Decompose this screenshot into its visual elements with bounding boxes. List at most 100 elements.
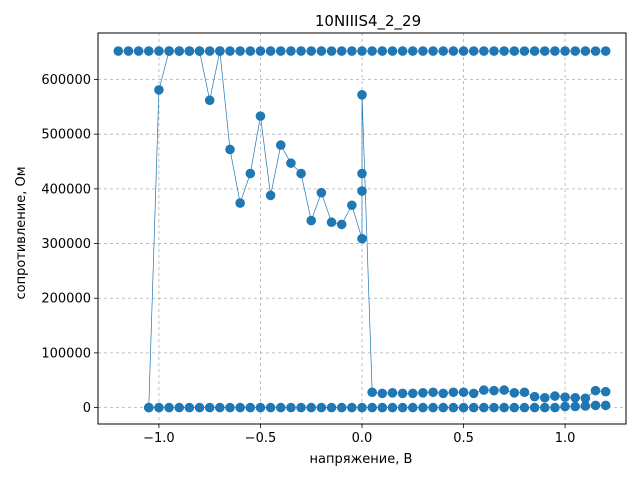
data-point — [560, 401, 570, 412]
data-point — [154, 402, 164, 413]
data-point — [600, 400, 611, 411]
data-point — [489, 385, 499, 396]
data-point — [387, 402, 398, 413]
data-point — [387, 46, 398, 56]
data-point — [286, 158, 296, 168]
data-point — [529, 402, 540, 413]
data-point — [275, 402, 286, 413]
y-tick-label: 500000 — [41, 128, 91, 143]
data-point — [265, 190, 276, 201]
x-tick-label: 0.5 — [453, 431, 474, 446]
data-point — [479, 385, 489, 395]
chart-title: 10NIIIS4_2_29 — [315, 12, 421, 31]
data-point — [468, 46, 479, 56]
data-point — [550, 46, 560, 56]
data-point — [448, 46, 459, 56]
data-point — [225, 144, 235, 155]
data-point — [204, 95, 215, 106]
data-point — [235, 402, 245, 413]
data-point — [316, 46, 327, 56]
data-point — [590, 400, 601, 411]
data-point — [407, 402, 418, 413]
data-point — [519, 402, 530, 413]
data-point — [529, 391, 540, 402]
data-point — [407, 388, 418, 399]
data-point — [580, 46, 591, 56]
data-series — [113, 46, 611, 413]
data-point — [225, 46, 235, 56]
data-point — [458, 402, 469, 413]
data-point — [255, 111, 266, 121]
data-point — [418, 388, 428, 398]
data-point — [509, 46, 520, 56]
data-point — [367, 387, 377, 398]
data-point — [377, 388, 388, 399]
data-point — [316, 187, 327, 198]
data-point — [438, 46, 449, 56]
data-point — [600, 386, 611, 397]
data-point — [418, 46, 428, 56]
data-point — [377, 46, 388, 56]
x-tick-label: −1.0 — [143, 431, 175, 446]
data-point — [428, 46, 438, 56]
data-point — [275, 140, 286, 150]
y-tick-label: 400000 — [41, 182, 91, 197]
data-point — [539, 46, 550, 56]
data-point — [529, 46, 540, 56]
data-point — [265, 46, 276, 56]
data-point — [458, 387, 469, 398]
data-point — [499, 385, 509, 395]
data-point — [154, 85, 164, 95]
data-point — [377, 402, 388, 413]
data-point — [347, 46, 357, 56]
data-point — [164, 46, 174, 56]
data-point — [336, 46, 347, 56]
data-point — [397, 388, 408, 399]
data-point — [174, 402, 185, 413]
data-point — [580, 393, 591, 404]
data-point — [184, 46, 195, 56]
data-point — [438, 388, 449, 399]
data-point — [489, 46, 499, 56]
data-point — [215, 402, 225, 413]
data-point — [336, 402, 347, 413]
data-point — [235, 46, 245, 56]
data-point — [326, 402, 337, 413]
data-point — [550, 391, 560, 401]
y-tick-label: 100000 — [41, 346, 91, 361]
x-tick-label: 1.0 — [555, 431, 576, 446]
data-point — [570, 401, 581, 412]
y-tick-label: 0 — [83, 401, 91, 416]
data-point — [275, 46, 286, 56]
data-point — [499, 402, 509, 413]
data-point — [204, 402, 215, 413]
data-point — [143, 402, 154, 413]
data-point — [560, 46, 570, 56]
axis-ticks: −1.0 −0.5 0.0 0.5 1.0 0 100000 200000 300000 4000… — [41, 73, 575, 446]
data-point — [357, 46, 367, 56]
data-point — [590, 385, 601, 396]
data-point — [123, 46, 134, 56]
data-point — [204, 46, 215, 56]
data-point — [113, 46, 124, 56]
data-point — [519, 46, 530, 56]
data-point — [509, 402, 520, 413]
data-point — [387, 388, 398, 398]
x-tick-label: 0.0 — [352, 431, 373, 446]
data-point — [133, 46, 144, 56]
data-point — [458, 46, 469, 56]
data-point — [468, 402, 479, 413]
y-tick-label: 600000 — [41, 73, 91, 88]
data-point — [255, 46, 266, 56]
data-point — [225, 402, 235, 413]
data-point — [306, 402, 317, 413]
data-point — [336, 219, 347, 230]
data-point — [245, 168, 256, 179]
data-point — [560, 392, 570, 403]
data-point — [164, 402, 174, 413]
data-point — [347, 402, 357, 413]
x-tick-label: −0.5 — [245, 431, 277, 446]
data-point — [479, 402, 489, 413]
data-point — [286, 46, 296, 56]
data-point — [245, 46, 256, 56]
